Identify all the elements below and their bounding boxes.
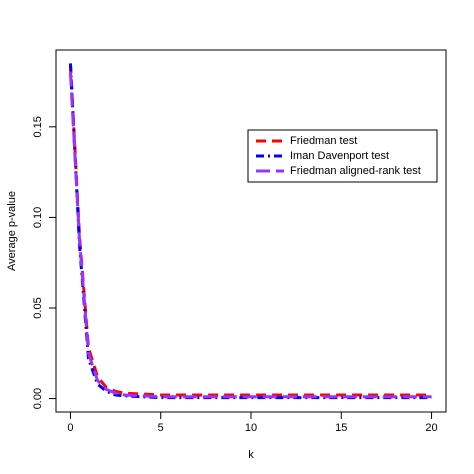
x-tick-label: 20	[425, 422, 437, 434]
y-tick-label: 0.00	[32, 388, 44, 409]
y-tick-label: 0.05	[32, 297, 44, 318]
x-axis-label: k	[248, 449, 254, 461]
y-axis-label: Average p-value	[6, 191, 18, 271]
x-tick-label: 15	[335, 422, 347, 434]
data-line	[68, 63, 432, 400]
legend-label: Iman Davenport test	[290, 150, 389, 162]
x-tick-label: 5	[158, 422, 164, 434]
legend-label: Friedman test	[290, 135, 357, 147]
y-tick-label: 0.15	[32, 116, 44, 137]
plot-box	[55, 49, 447, 413]
x-tick-label: 10	[245, 422, 257, 434]
x-tick-label: 0	[67, 422, 73, 434]
data-line	[68, 63, 432, 397]
data-line	[68, 72, 432, 399]
legend-label: Friedman aligned-rank test	[290, 165, 421, 177]
y-tick-label: 0.10	[32, 207, 44, 228]
